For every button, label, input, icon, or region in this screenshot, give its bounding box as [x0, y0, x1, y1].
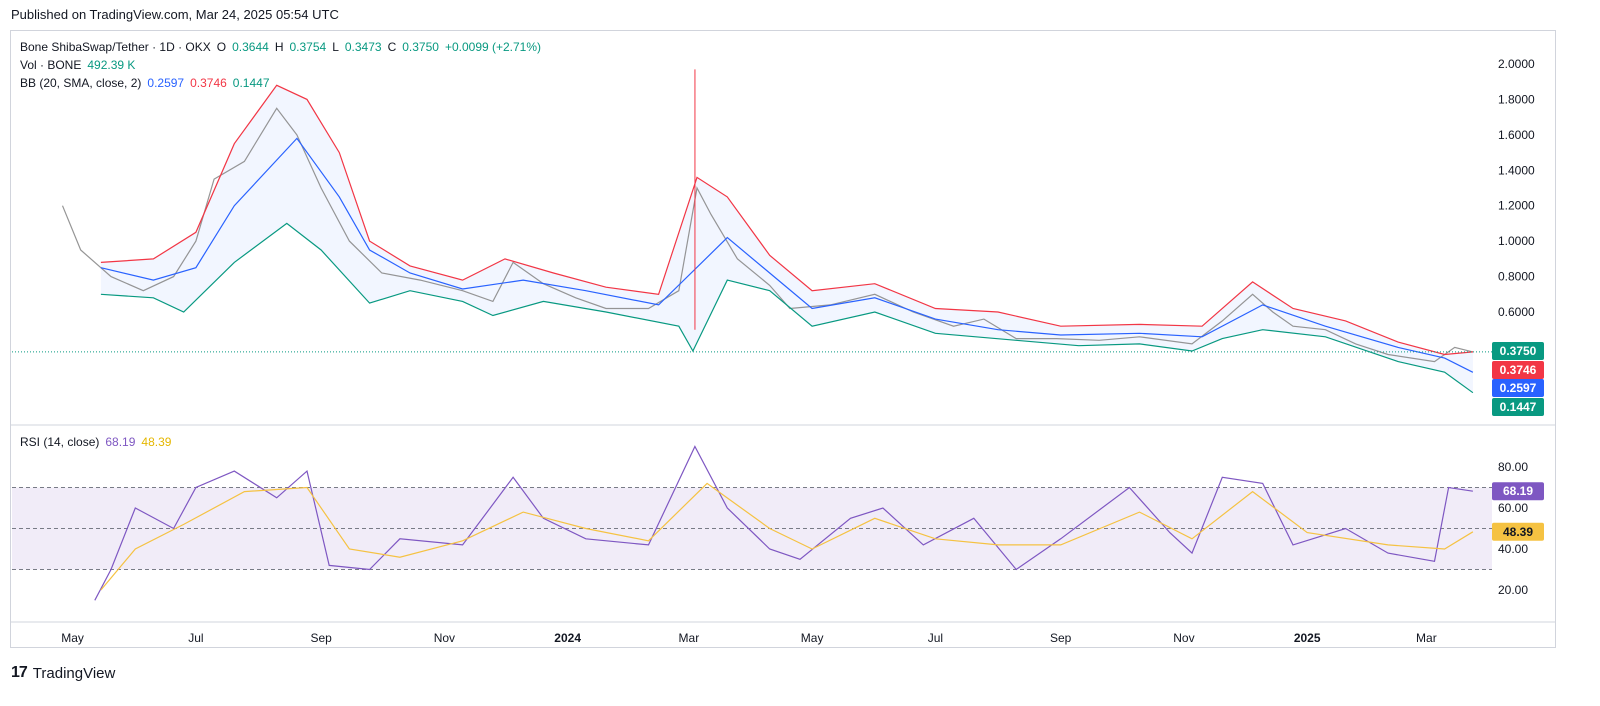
bb-upper-line [100, 84, 1473, 356]
time-axis-tick: Mar [1416, 631, 1437, 645]
price-label: 0.2597 [1500, 381, 1537, 395]
price-axis-tick: 1.0000 [1498, 234, 1535, 248]
time-axis-tick: 2024 [554, 631, 581, 645]
time-axis-tick: Jul [188, 631, 203, 645]
chart-frame [10, 30, 1556, 648]
bb-upper-value: 0.3746 [190, 76, 227, 90]
high-value: 0.3754 [289, 40, 327, 54]
bb-lower-line [100, 222, 1474, 394]
rsi-line [94, 445, 1473, 601]
price-label-box [1492, 398, 1544, 416]
tradingview-brand: TradingView [32, 664, 116, 682]
price-axis-tick: 0.8000 [1498, 270, 1535, 284]
price-axis-tick: 0.6000 [1498, 305, 1535, 319]
price-axis-tick: 1.8000 [1498, 92, 1535, 106]
rsi-label-box [1492, 522, 1544, 541]
volume-label[interactable]: Vol · BONE [20, 58, 82, 72]
price-label: 0.3746 [1500, 363, 1537, 377]
rsi-ma-line [100, 482, 1474, 591]
time-axis-tick: 2025 [1294, 631, 1321, 645]
rsi-axis-tick: 80.00 [1498, 460, 1528, 474]
symbol-legend: Bone ShibaSwap/Tether · 1D · OKX O 0.3644 H… [20, 40, 547, 54]
low-value: 0.3473 [344, 40, 382, 54]
price-label: 0.1447 [1500, 400, 1537, 414]
high-label: H [274, 40, 284, 54]
low-label: L [332, 40, 339, 54]
rsi-axis-tick: 20.00 [1498, 583, 1528, 597]
price-axis-tick: 1.4000 [1498, 163, 1535, 177]
time-axis-tick: Sep [310, 631, 332, 645]
price-axis-tick: 2.0000 [1498, 57, 1535, 71]
volume-legend: Vol · BONE 492.39 K [20, 58, 141, 72]
published-header: Published on TradingView.com, Mar 24, 20… [11, 7, 339, 22]
rsi-label[interactable]: RSI (14, close) [20, 435, 100, 449]
time-axis-tick: May [801, 631, 824, 645]
symbol-name[interactable]: Bone ShibaSwap/Tether · 1D · OKX [20, 40, 211, 54]
rsi-label: 48.39 [1503, 525, 1533, 539]
tradingview-logo-icon: 17 [11, 664, 28, 681]
rsi-axis-tick: 40.00 [1498, 542, 1528, 556]
time-axis-tick: Sep [1050, 631, 1072, 645]
rsi-label-box [1492, 482, 1544, 501]
rsi-legend: RSI (14, close) 68.19 48.39 [20, 435, 177, 449]
change-value: +0.0099 (+2.71%) [444, 40, 542, 54]
time-axis-tick: Nov [434, 631, 455, 645]
bb-basis-line [100, 137, 1474, 373]
rsi-axis-tick: 60.00 [1498, 501, 1528, 515]
bb-label[interactable]: BB (20, SMA, close, 2) [20, 76, 142, 90]
open-label: O [216, 40, 227, 54]
open-value: 0.3644 [232, 40, 269, 54]
price-line [61, 107, 1474, 363]
time-axis-tick: Nov [1173, 631, 1194, 645]
time-axis-tick: May [61, 631, 84, 645]
volume-value: 492.39 K [87, 58, 136, 72]
bb-lower-value: 0.1447 [232, 76, 270, 90]
rsi-value: 68.19 [105, 435, 136, 449]
bb-basis-value: 0.2597 [147, 76, 185, 90]
price-axis-tick: 1.2000 [1498, 199, 1535, 213]
rsi-label: 68.19 [1503, 484, 1533, 498]
price-label-box [1492, 342, 1544, 360]
time-axis-tick: Mar [679, 631, 700, 645]
rsi-ma-value: 48.39 [141, 435, 172, 449]
close-value: 0.3750 [402, 40, 439, 54]
tradingview-logo[interactable]: 17 TradingView [11, 664, 115, 682]
price-label-box [1492, 361, 1544, 379]
rsi-band [12, 487, 1492, 570]
time-axis-tick: Jul [928, 631, 943, 645]
price-label-box [1492, 379, 1544, 397]
close-label: C [387, 40, 397, 54]
price-label: 0.3750 [1500, 344, 1537, 358]
bb-legend: BB (20, SMA, close, 2) 0.2597 0.3746 0.1447 [20, 76, 276, 90]
price-axis-tick: 1.6000 [1498, 128, 1535, 142]
